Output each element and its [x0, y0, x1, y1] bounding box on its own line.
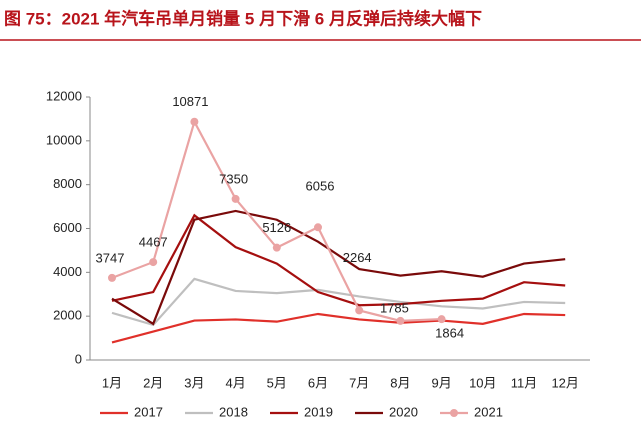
data-label: 4467 [139, 235, 168, 250]
point [437, 315, 446, 324]
legend-label: 2017 [134, 404, 163, 419]
y-tick-label: 12000 [46, 88, 82, 103]
x-tick-label: 7月 [349, 375, 369, 390]
point [108, 273, 116, 282]
legend-label: 2021 [474, 404, 503, 419]
x-tick-label: 5月 [267, 375, 287, 390]
legend-label: 2019 [304, 404, 333, 419]
point [314, 223, 322, 232]
data-label: 3747 [96, 250, 125, 265]
series-line [111, 213, 566, 307]
data-label: 6056 [306, 179, 335, 194]
x-tick-label: 6月 [308, 375, 328, 390]
point [355, 306, 364, 315]
data-label: 1864 [435, 326, 464, 341]
x-tick-label: 12月 [551, 375, 578, 390]
legend-marker [450, 409, 458, 417]
data-label: 5126 [262, 220, 291, 235]
x-tick-label: 10月 [469, 375, 496, 390]
series-line [111, 277, 566, 327]
x-tick-label: 1月 [102, 375, 122, 390]
x-tick-label: 2月 [143, 375, 163, 390]
y-tick-label: 4000 [53, 264, 82, 279]
y-tick-label: 10000 [46, 132, 82, 147]
y-tick-label: 2000 [53, 308, 82, 323]
point [190, 117, 199, 126]
data-label: 1785 [380, 300, 409, 315]
chart-title: 图 75：2021 年汽车吊单月销量 5 月下滑 6 月反弹后持续大幅下 [4, 8, 482, 28]
legend-label: 2020 [389, 404, 418, 419]
series-line [111, 209, 566, 326]
point [149, 258, 158, 267]
point [231, 194, 240, 203]
y-tick-label: 6000 [53, 220, 82, 235]
x-tick-label: 4月 [225, 375, 245, 390]
x-tick-label: 8月 [390, 375, 410, 390]
data-label: 7350 [219, 171, 248, 186]
x-tick-label: 3月 [184, 375, 204, 390]
y-tick-label: 0 [75, 351, 82, 366]
x-tick-label: 11月 [511, 375, 538, 390]
x-tick-label: 9月 [431, 375, 451, 390]
series-line [111, 312, 566, 344]
legend-label: 2018 [219, 404, 248, 419]
data-label: 2264 [343, 250, 372, 265]
data-label: 10871 [172, 94, 208, 109]
y-tick-label: 8000 [53, 176, 82, 191]
point [272, 243, 281, 252]
point [396, 316, 405, 325]
